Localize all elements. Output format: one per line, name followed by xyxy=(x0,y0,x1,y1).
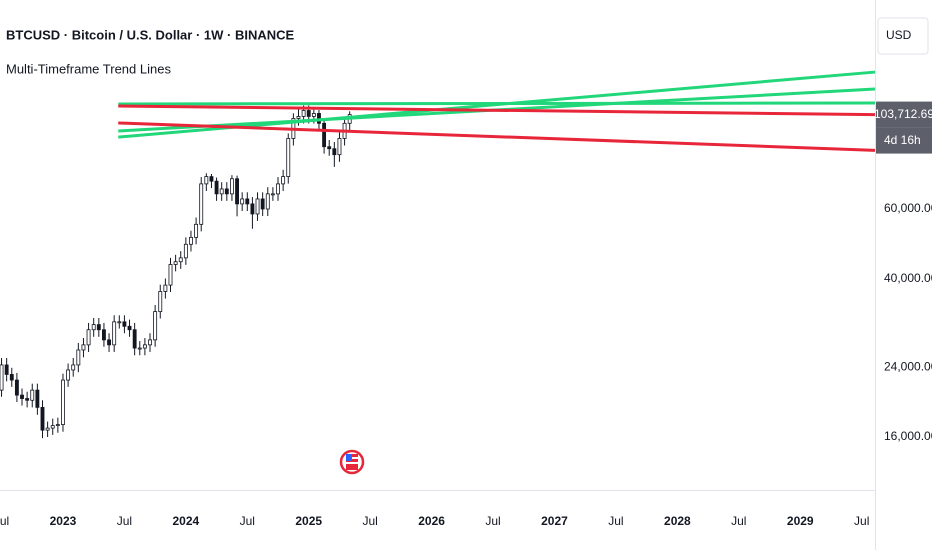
candle-body xyxy=(107,339,111,346)
currency-label[interactable]: USD xyxy=(886,28,912,42)
candle-body xyxy=(127,325,132,331)
candle-body xyxy=(45,427,50,431)
x-tick-label: Jul xyxy=(0,514,9,528)
x-tick-label: 2029 xyxy=(787,514,814,528)
candle-body xyxy=(112,321,117,346)
candle-body xyxy=(61,379,65,425)
candle-body xyxy=(306,110,311,117)
candle-body xyxy=(265,193,270,210)
candle-body xyxy=(270,193,275,196)
candle-body xyxy=(91,324,96,331)
candle-body xyxy=(153,311,158,341)
indicator-title: Multi-Timeframe Trend Lines xyxy=(6,61,171,76)
x-tick-label: 2025 xyxy=(295,514,322,528)
countdown-label: 4d 16h xyxy=(884,133,921,147)
candle-body xyxy=(337,138,342,156)
candle-body xyxy=(14,379,19,396)
candle-body xyxy=(219,188,224,195)
candle-body xyxy=(132,329,137,349)
candle-body xyxy=(4,364,9,375)
x-tick-label: Jul xyxy=(731,514,746,528)
candle-body xyxy=(163,284,168,292)
y-tick-label: 40,000.00 xyxy=(884,271,932,285)
candle-body xyxy=(214,180,219,195)
trend-line xyxy=(118,121,876,152)
candle-body xyxy=(224,188,229,195)
currency-button[interactable] xyxy=(877,17,929,55)
x-tick-label: 2028 xyxy=(664,514,691,528)
y-tick-label: 16,000.00 xyxy=(884,429,932,443)
y-tick-label: 60,000.00 xyxy=(884,201,932,215)
candle-body xyxy=(322,122,327,148)
candle-body xyxy=(281,176,286,185)
candle-body xyxy=(96,324,101,331)
candle-body xyxy=(240,198,245,205)
x-tick-label: 2027 xyxy=(541,514,568,528)
candle-body xyxy=(148,339,152,346)
x-tick-label: Jul xyxy=(854,514,869,528)
candle-body xyxy=(327,146,332,150)
candle-body xyxy=(71,364,76,371)
candle-body xyxy=(81,344,86,351)
candle-body xyxy=(311,113,316,117)
x-tick-label: 2024 xyxy=(173,514,200,528)
countdown-bg xyxy=(876,127,932,154)
candle-body xyxy=(229,178,234,195)
candle-body xyxy=(158,291,163,313)
candle-body xyxy=(40,406,45,431)
candle-body xyxy=(250,203,255,215)
candle-body xyxy=(183,243,188,259)
trend-line xyxy=(118,104,876,117)
candle-body xyxy=(66,369,71,381)
candle-body xyxy=(235,178,239,205)
candle-body xyxy=(286,138,291,177)
candle-body xyxy=(35,389,40,408)
candle-body xyxy=(296,116,301,119)
candle-body xyxy=(332,148,337,156)
y-tick-label: 24,000.00 xyxy=(884,359,932,373)
candle-body xyxy=(168,264,173,286)
price-label-bg xyxy=(876,101,932,128)
x-tick-label: 2023 xyxy=(50,514,77,528)
candle-body xyxy=(76,349,81,366)
x-tick-label: 2026 xyxy=(418,514,445,528)
candle-body xyxy=(204,176,209,185)
chart-title: BTCUSD · Bitcoin / U.S. Dollar · 1W · BI… xyxy=(6,27,295,42)
candle-body xyxy=(301,110,306,117)
candle-body xyxy=(25,398,30,401)
candle-body xyxy=(137,347,142,350)
candle-body xyxy=(178,257,183,263)
x-tick-label: Jul xyxy=(363,514,378,528)
candle-body xyxy=(194,223,199,238)
trend-line xyxy=(118,101,876,106)
candle-body xyxy=(142,344,147,349)
plot-area xyxy=(0,70,876,439)
candle-body xyxy=(245,198,250,205)
event-marker[interactable] xyxy=(339,449,365,475)
candle-body xyxy=(189,236,193,245)
candle-body xyxy=(276,183,280,195)
candle-body xyxy=(255,198,260,215)
candle-body xyxy=(50,425,55,429)
candle-body xyxy=(55,424,60,426)
x-tick-label: Jul xyxy=(485,514,500,528)
candle-body xyxy=(20,394,24,399)
x-tick-label: Jul xyxy=(608,514,623,528)
candle-body xyxy=(0,364,4,391)
x-tick-label: Jul xyxy=(240,514,255,528)
x-tick-label: Jul xyxy=(117,514,132,528)
candle-body xyxy=(122,321,127,327)
candle-body xyxy=(260,198,265,210)
candle-body xyxy=(101,329,106,341)
candle-body xyxy=(9,374,14,381)
candle-body xyxy=(30,389,35,401)
candle-body xyxy=(209,176,214,182)
candle-body xyxy=(117,321,122,324)
candle-body xyxy=(173,261,178,265)
candle-body xyxy=(86,329,91,346)
candle-body xyxy=(199,183,204,225)
price-label: 103,712.69 xyxy=(874,107,932,121)
